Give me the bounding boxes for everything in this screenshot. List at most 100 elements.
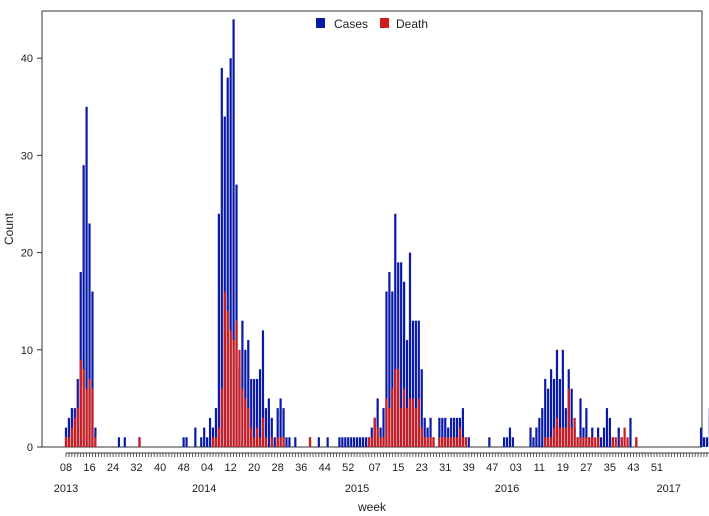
death-bar [429,437,432,447]
death-bar [253,437,256,447]
year-label: 2015 [345,483,369,495]
year-label: 2013 [54,483,78,495]
cases-bar [400,262,403,447]
death-bar [270,437,273,447]
cases-bar [558,378,562,447]
death-bar [250,427,253,447]
legend-swatch-cases [316,18,325,28]
cases-bar [461,408,464,447]
cases-bar [602,427,606,447]
cases-bar [200,437,203,447]
cases-bar [617,427,620,447]
y-tick-label: 0 [27,442,33,454]
cases-bar [326,437,329,447]
death-bar [597,437,600,447]
cases-bar [467,437,470,447]
death-bar [367,437,370,447]
cases-bar [208,417,212,447]
cases-bar [182,437,185,447]
cases-bar [350,437,353,447]
death-bar [620,437,623,447]
x-axis-label: week [357,500,387,514]
x-tick-label: 48 [177,462,189,474]
death-bar [611,437,614,447]
death-bar [555,417,559,447]
cases-bar [91,291,94,447]
cases-bar [317,437,320,447]
x-tick-label: 19 [557,462,569,474]
cases-bar [452,417,456,447]
cases-bar [88,223,91,447]
cases-bar [364,437,367,447]
death-bar [82,369,85,447]
cases-bar [264,408,268,447]
death-bar [397,369,400,447]
cases-bar [699,427,703,447]
cases-bar [338,437,341,447]
cases-bar [702,437,706,447]
cases-bar [341,437,344,447]
legend-label-death: Death [396,17,428,31]
x-tick-label: 07 [369,462,381,474]
death-bar [567,388,570,447]
x-tick-label: 36 [295,462,307,474]
death-bar [588,437,591,447]
death-bar [432,437,435,447]
death-bar [67,437,71,447]
cases-bar [547,388,550,447]
death-bar [403,388,406,447]
death-bar [73,417,76,447]
cases-bar [258,369,262,447]
cases-bar [532,437,535,447]
death-bar [444,437,447,447]
death-bar [405,408,409,447]
death-bar [614,437,617,447]
cases-bar [223,116,226,448]
death-bar [217,427,220,447]
plot-frame [41,10,703,448]
x-tick-label: 47 [486,462,498,474]
year-label: 2016 [495,483,519,495]
cases-bar [555,349,559,447]
cases-bar [276,408,279,447]
x-tick-label: 35 [604,462,616,474]
cases-bar [123,437,126,447]
cases-bar [605,408,609,447]
death-bar [550,437,553,447]
death-bar [138,437,141,447]
y-tick-label: 20 [21,248,33,260]
death-bar [88,378,91,447]
cases-bar [408,252,412,447]
death-bar [229,330,232,447]
cases-bar [288,437,291,447]
legend-swatch-death [380,18,389,28]
death-bar [91,388,94,447]
y-tick-label: 40 [21,53,33,65]
death-bar [426,437,429,447]
cases-bar [502,437,506,447]
x-tick-label: 52 [342,462,354,474]
cases-bar [705,437,709,447]
cases-bar [347,437,350,447]
cases-bar [441,417,444,447]
legend-label-cases: Cases [334,17,368,31]
death-bar [461,437,464,447]
cases-bar [414,320,417,447]
year-labels: 2013 2014 2015 2016 2017 [54,483,681,495]
x-tick-label: 32 [130,462,142,474]
cases-bar [82,165,85,447]
death-bar [458,427,462,447]
cases-bar [550,369,553,447]
x-tick-label: 11 [534,462,545,474]
death-bar [544,437,547,447]
y-tick-label: 10 [21,345,33,357]
x-tick-label: 31 [439,462,451,474]
death-bar [282,437,285,447]
death-bar [400,408,403,447]
cases-bar [273,437,276,447]
cases-bar [429,417,432,447]
cases-bar [455,417,459,447]
cases-bar [220,67,223,448]
death-bar [626,437,629,447]
cases-bar [423,417,426,447]
